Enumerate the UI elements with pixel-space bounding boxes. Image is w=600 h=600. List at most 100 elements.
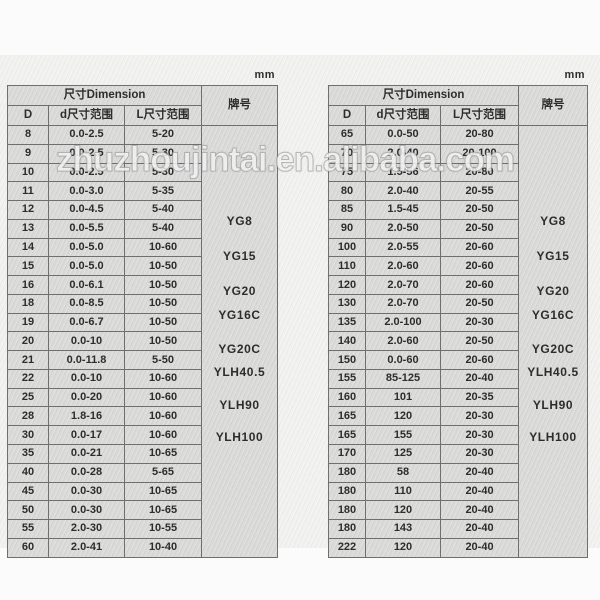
cell-d: 19	[7, 312, 49, 333]
cell-d: 155	[328, 368, 366, 389]
cell-l-range: 20-40	[439, 537, 520, 558]
unit-label: mm	[564, 69, 585, 81]
cell-d: 28	[7, 406, 49, 427]
table-row: 60 2.0-41 10-40	[7, 537, 278, 558]
table-row: 155 85-125 20-40	[328, 368, 588, 389]
cell-d-range: 0.0-2.5	[48, 125, 125, 145]
cell-l-range: 20-80	[439, 125, 520, 145]
grade-label: YG20	[536, 284, 570, 298]
grade-label: YG15	[536, 249, 570, 263]
cell-d: 15	[7, 256, 49, 277]
grade-label: YLH100	[529, 430, 577, 444]
cell-d-range: 0.0-20	[48, 387, 125, 408]
table-row: 130 2.0-70 20-50	[328, 293, 588, 314]
grade-label: YLH90	[532, 398, 574, 412]
cell-l-range: 10-40	[123, 537, 203, 558]
cell-d-range: 0.0-17	[48, 425, 125, 446]
cell-d-range: 0.0-21	[48, 444, 125, 464]
cell-l-range: 5-30	[123, 162, 203, 183]
cell-l-range: 10-50	[123, 293, 203, 314]
cell-d-range: 0.0-5.0	[48, 256, 125, 277]
table-row: 22 0.0-10 10-60	[7, 368, 278, 389]
col-header-d-range: d尺寸范围	[48, 105, 125, 126]
cell-d: 60	[7, 537, 49, 558]
cell-l-range: 10-60	[123, 237, 203, 258]
table-row: 120 2.0-70 20-60	[328, 275, 588, 295]
cell-d-range: 58	[365, 462, 441, 483]
cell-d: 165	[328, 406, 366, 427]
cell-d: 222	[328, 537, 366, 558]
grade-column-cell: YG8 YG15 YG20 YG16C YG20C YLH40.5 YLH90 YLH100	[518, 125, 589, 558]
cell-l-range: 10-60	[123, 406, 203, 427]
cell-d-range: 0.0-60	[365, 350, 441, 370]
cell-l-range: 20-40	[439, 500, 520, 521]
cell-d-range: 0.0-30	[48, 500, 125, 521]
cell-d-range: 0.0-8.5	[48, 293, 125, 314]
cell-d: 12	[7, 200, 49, 220]
cell-d-range: 2.0-60	[365, 256, 441, 277]
cell-d-range: 143	[365, 519, 441, 539]
col-header-d: D	[7, 105, 49, 126]
cell-d: 30	[7, 425, 49, 446]
cell-l-range: 5-30	[123, 143, 203, 164]
grade-label: YG16C	[531, 308, 575, 322]
cell-l-range: 5-35	[123, 181, 203, 202]
table-row: 12 0.0-4.5 5-40	[7, 200, 278, 220]
cell-d-range: 0.0-5.0	[48, 237, 125, 258]
table-row: 8 0.0-2.5 5-20 YG8 YG15 YG20 YG16C YG20C YLH40.5…	[7, 125, 279, 558]
cell-d: 180	[328, 500, 366, 521]
cell-d: 50	[7, 500, 49, 521]
cell-d-range: 2.0-100	[365, 312, 441, 333]
cell-l-range: 20-50	[439, 293, 520, 314]
cell-l-range: 20-80	[439, 162, 520, 183]
cell-d-range: 120	[365, 406, 441, 427]
cell-d: 16	[7, 275, 49, 295]
cell-d: 22	[7, 368, 49, 389]
grade-label: YG20C	[531, 342, 575, 356]
cell-d-range: 120	[365, 500, 441, 521]
grade-label: YLH100	[215, 430, 264, 444]
cell-d: 80	[328, 181, 366, 202]
cell-d-range: 2.0-60	[365, 331, 441, 352]
cell-d-range: 0.0-2.5	[48, 143, 125, 164]
cell-d: 180	[328, 519, 366, 539]
cell-d-range: 110	[365, 481, 441, 502]
table-row: 35 0.0-21 10-65	[7, 444, 278, 464]
cell-d: 180	[328, 481, 366, 502]
cell-l-range: 20-40	[439, 481, 520, 502]
cell-l-range: 10-50	[123, 312, 203, 333]
cell-d: 10	[7, 162, 49, 183]
cell-l-range: 10-50	[123, 256, 203, 277]
dimension-header: 尺寸Dimension	[327, 85, 520, 106]
grade-label: YLH90	[219, 398, 260, 412]
grade-label: YG8	[540, 214, 566, 228]
col-header-d: D	[328, 105, 366, 126]
table-row: 75 1.5-56 20-80	[328, 162, 588, 183]
cell-d-range: 2.0-70	[365, 275, 441, 295]
cell-l-range: 20-50	[439, 218, 520, 239]
cell-l-range: 5-65	[123, 462, 203, 483]
cell-l-range: 10-65	[123, 444, 203, 464]
cell-d-range: 2.0-40	[365, 181, 441, 202]
cell-l-range: 20-55	[439, 181, 520, 202]
table-row: 30 0.0-17 10-60	[7, 425, 278, 446]
cell-d-range: 0.0-50	[365, 125, 441, 145]
grade-column-cell: YG8 YG15 YG20 YG16C YG20C YLH40.5 YLH90 YLH100	[201, 125, 279, 558]
cell-d: 11	[7, 181, 49, 202]
cell-l-range: 20-60	[439, 237, 520, 258]
grade-label: YG20	[222, 284, 257, 298]
cell-l-range: 10-55	[123, 519, 203, 539]
cell-d: 150	[328, 350, 366, 370]
cell-l-range: 20-40	[439, 368, 520, 389]
cell-d-range: 2.0-30	[48, 519, 125, 539]
cell-l-range: 20-35	[439, 387, 520, 408]
table-row: 10 0.0-2.5 5-30	[7, 162, 278, 183]
cell-d-range: 101	[365, 387, 441, 408]
cell-d-range: 155	[365, 425, 441, 446]
cell-l-range: 5-40	[123, 200, 203, 220]
cell-d-range: 0.0-4.5	[48, 200, 125, 220]
cell-d-range: 0.0-6.7	[48, 312, 125, 333]
table-row: 18 0.0-8.5 10-50	[7, 293, 278, 314]
